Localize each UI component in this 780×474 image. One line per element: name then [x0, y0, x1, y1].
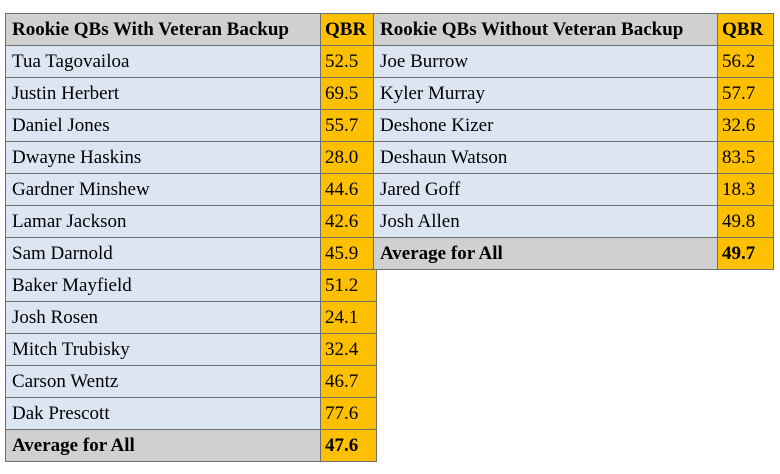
player-name: Kyler Murray [373, 77, 718, 110]
table-row: Tua Tagovailoa 52.5 [5, 45, 377, 78]
player-name: Daniel Jones [5, 109, 321, 142]
table-row: Dak Prescott 77.6 [5, 397, 377, 430]
qbr-value: 18.3 [717, 173, 774, 206]
with-veteran-backup-table: Rookie QBs With Veteran Backup QBR Tua T… [5, 13, 377, 462]
player-name: Deshaun Watson [373, 141, 718, 174]
header-row: Rookie QBs With Veteran Backup QBR [5, 13, 377, 46]
table-row: Dwayne Haskins 28.0 [5, 141, 377, 174]
without-veteran-backup-table: Rookie QBs Without Veteran Backup QBR Jo… [373, 13, 774, 270]
player-name: Sam Darnold [5, 237, 321, 270]
player-name: Carson Wentz [5, 365, 321, 398]
average-label: Average for All [5, 429, 321, 462]
player-name: Gardner Minshew [5, 173, 321, 206]
qbr-value: 83.5 [717, 141, 774, 174]
qbr-value: 49.8 [717, 205, 774, 238]
table-row: Justin Herbert 69.5 [5, 77, 377, 110]
qbr-value: 45.9 [320, 237, 377, 270]
without-veteran-backup-body: Rookie QBs Without Veteran Backup QBR Jo… [373, 13, 774, 270]
qbr-value: 44.6 [320, 173, 377, 206]
qbr-value: 77.6 [320, 397, 377, 430]
qbr-value: 46.7 [320, 365, 377, 398]
player-name: Dak Prescott [5, 397, 321, 430]
average-value: 47.6 [320, 429, 377, 462]
player-name: Josh Allen [373, 205, 718, 238]
qbr-value: 51.2 [320, 269, 377, 302]
average-row: Average for All 47.6 [5, 429, 377, 462]
player-name: Deshone Kizer [373, 109, 718, 142]
qbr-value: 32.6 [717, 109, 774, 142]
with-veteran-backup-body: Rookie QBs With Veteran Backup QBR Tua T… [5, 13, 377, 462]
table-row: Mitch Trubisky 32.4 [5, 333, 377, 366]
table-row: Jared Goff 18.3 [373, 173, 774, 206]
player-name: Baker Mayfield [5, 269, 321, 302]
table-row: Joe Burrow 56.2 [373, 45, 774, 78]
player-name: Dwayne Haskins [5, 141, 321, 174]
average-value: 49.7 [717, 237, 774, 270]
qbr-value: 55.7 [320, 109, 377, 142]
qbr-value: 32.4 [320, 333, 377, 366]
qbr-value: 24.1 [320, 301, 377, 334]
table-row: Deshaun Watson 83.5 [373, 141, 774, 174]
qbr-value: 52.5 [320, 45, 377, 78]
column-header-qbr: QBR [717, 13, 774, 46]
column-header-qbr: QBR [320, 13, 377, 46]
average-label: Average for All [373, 237, 718, 270]
qbr-value: 42.6 [320, 205, 377, 238]
player-name: Lamar Jackson [5, 205, 321, 238]
qbr-value: 28.0 [320, 141, 377, 174]
table-row: Kyler Murray 57.7 [373, 77, 774, 110]
player-name: Joe Burrow [373, 45, 718, 78]
qbr-value: 57.7 [717, 77, 774, 110]
column-header-without-backup: Rookie QBs Without Veteran Backup [373, 13, 718, 46]
table-row: Gardner Minshew 44.6 [5, 173, 377, 206]
table-row: Lamar Jackson 42.6 [5, 205, 377, 238]
qbr-value: 69.5 [320, 77, 377, 110]
table-row: Deshone Kizer 32.6 [373, 109, 774, 142]
qbr-value: 56.2 [717, 45, 774, 78]
player-name: Justin Herbert [5, 77, 321, 110]
player-name: Mitch Trubisky [5, 333, 321, 366]
table-row: Sam Darnold 45.9 [5, 237, 377, 270]
player-name: Tua Tagovailoa [5, 45, 321, 78]
table-row: Baker Mayfield 51.2 [5, 269, 377, 302]
table-row: Carson Wentz 46.7 [5, 365, 377, 398]
table-row: Daniel Jones 55.7 [5, 109, 377, 142]
column-header-with-backup: Rookie QBs With Veteran Backup [5, 13, 321, 46]
table-row: Josh Allen 49.8 [373, 205, 774, 238]
player-name: Jared Goff [373, 173, 718, 206]
header-row: Rookie QBs Without Veteran Backup QBR [373, 13, 774, 46]
table-row: Josh Rosen 24.1 [5, 301, 377, 334]
average-row: Average for All 49.7 [373, 237, 774, 270]
player-name: Josh Rosen [5, 301, 321, 334]
